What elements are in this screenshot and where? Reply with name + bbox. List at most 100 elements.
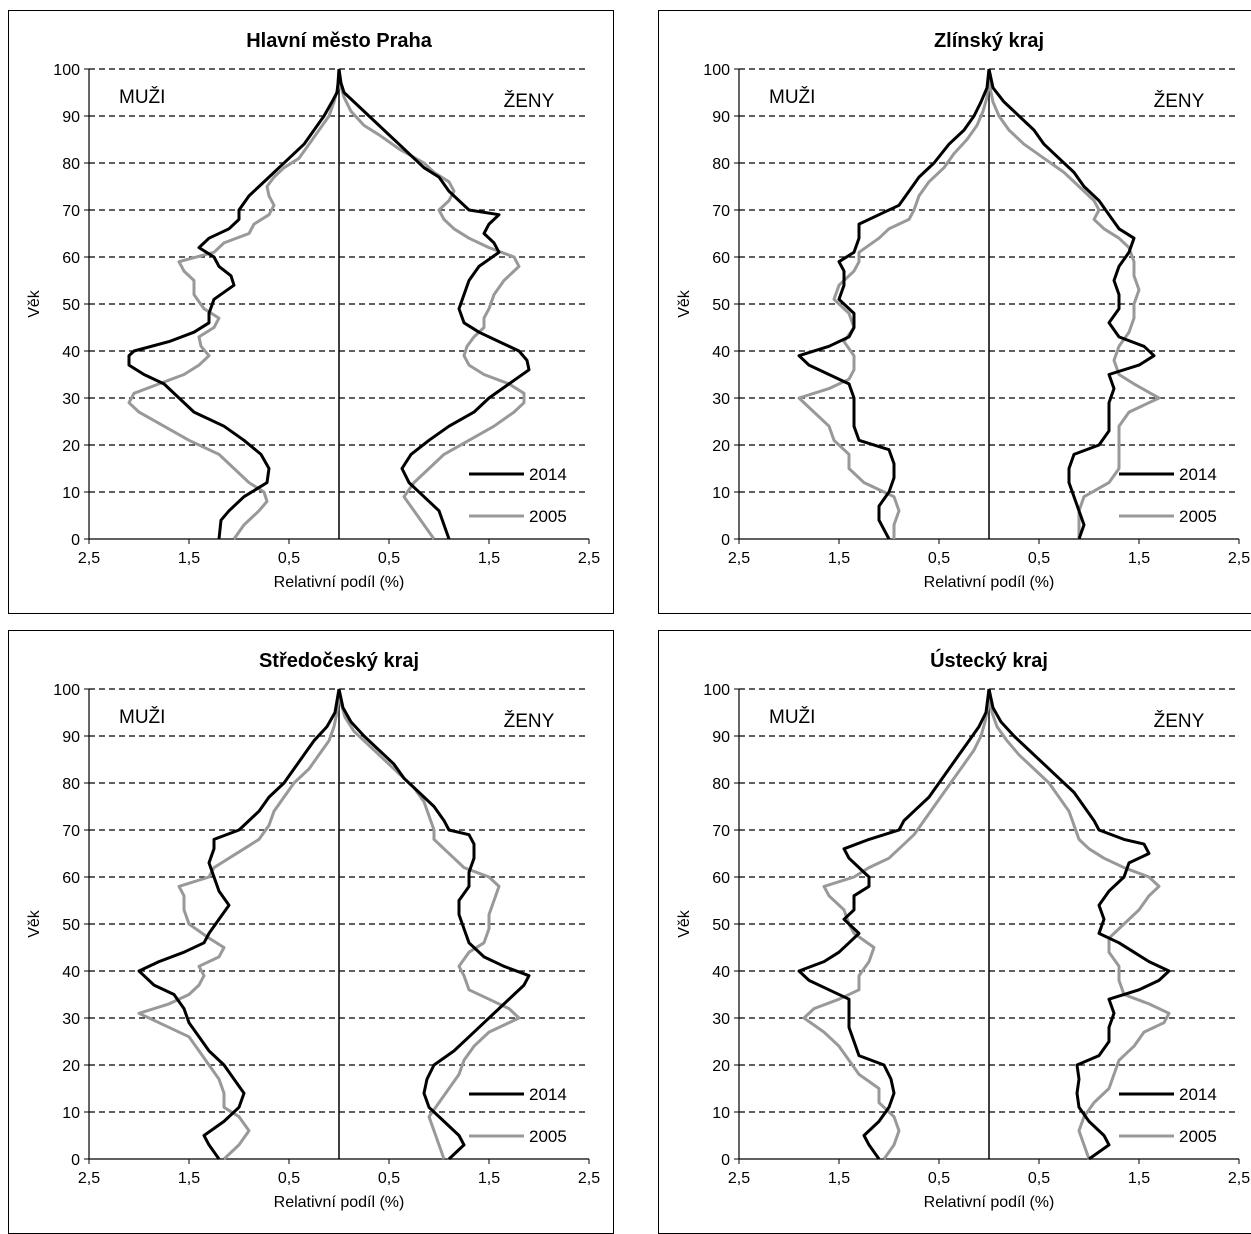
y-tick-label: 40 — [62, 964, 80, 981]
x-tick-label: 0,5 — [378, 550, 400, 567]
chart-title: Hlavní město Praha — [246, 30, 433, 52]
y-tick-label: 100 — [703, 62, 730, 79]
x-tick-label: 1,5 — [1128, 1170, 1150, 1187]
chart-title: Zlínský kraj — [934, 30, 1044, 52]
y-tick-label: 0 — [71, 1152, 80, 1169]
y-tick-label: 10 — [712, 1105, 730, 1122]
series-2005-male-line — [127, 68, 341, 540]
legend-label-2014: 2014 — [1179, 465, 1217, 484]
legend-label-2014: 2014 — [1179, 1085, 1217, 1104]
x-tick-label: 0,5 — [278, 550, 300, 567]
y-tick-label: 60 — [62, 870, 80, 887]
series-2014-female-line — [337, 68, 531, 540]
y-tick-label: 90 — [712, 729, 730, 746]
series-2014-male-line — [797, 688, 991, 1160]
y-tick-label: 10 — [62, 1105, 80, 1122]
y-tick-label: 30 — [62, 1011, 80, 1028]
legend-label-2005: 2005 — [529, 507, 567, 526]
male-side-label: MUŽI — [769, 706, 815, 728]
y-tick-label: 80 — [712, 776, 730, 793]
y-tick-label: 100 — [53, 62, 80, 79]
legend-label-2014: 2014 — [529, 465, 567, 484]
pyramid-chart-stredocesky: Středočeský kraj 0 10 20 30 40 50 60 70 80 90 100 2,… — [26, 650, 600, 1211]
x-axis-label: Relativní podíl (%) — [924, 1194, 1055, 1211]
female-side-label: ŽENY — [1154, 90, 1205, 112]
y-tick-label: 80 — [712, 156, 730, 173]
female-side-label: ŽENY — [504, 90, 555, 112]
y-tick-label: 80 — [62, 776, 80, 793]
x-tick-label: 1,5 — [478, 550, 500, 567]
y-tick-label: 20 — [712, 1058, 730, 1075]
y-tick-label: 100 — [703, 682, 730, 699]
y-tick-label: 50 — [62, 917, 80, 934]
series-2014-male-line — [137, 688, 341, 1160]
x-tick-label: 2,5 — [728, 1170, 750, 1187]
x-tick-label: 1,5 — [178, 1170, 200, 1187]
chart-panel-praha: Hlavní město Praha 0 10 20 30 40 50 60 70 80 90 100… — [8, 10, 614, 614]
series-2014-female-line — [337, 688, 531, 1161]
legend-label-2005: 2005 — [1179, 507, 1217, 526]
y-axis-label: Věk — [26, 909, 43, 938]
x-tick-label: 1,5 — [478, 1170, 500, 1187]
female-side-label: ŽENY — [1154, 710, 1205, 732]
chart-panel-stredocesky: Středočeský kraj 0 10 20 30 40 50 60 70 80 90 100 2,… — [8, 630, 614, 1234]
y-tick-label: 60 — [62, 250, 80, 267]
x-tick-label: 2,5 — [1228, 550, 1250, 567]
y-tick-label: 0 — [721, 532, 730, 549]
series-2014-male-line — [797, 68, 991, 540]
x-tick-label: 0,5 — [1028, 1170, 1050, 1187]
series-2014-female-line — [987, 68, 1156, 540]
x-tick-label: 1,5 — [178, 550, 200, 567]
x-tick-label: 2,5 — [78, 1170, 100, 1187]
y-tick-label: 60 — [712, 870, 730, 887]
x-tick-label: 0,5 — [928, 1170, 950, 1187]
y-tick-label: 60 — [712, 250, 730, 267]
x-tick-label: 1,5 — [1128, 550, 1150, 567]
x-axis-label: Relativní podíl (%) — [274, 574, 405, 591]
series-2005-male-line — [137, 688, 341, 1161]
chart-panel-zlin: Zlínský kraj 0 10 20 30 40 50 60 70 80 90 100 2,5 1,5… — [658, 10, 1251, 614]
y-tick-label: 30 — [712, 1011, 730, 1028]
x-tick-label: 2,5 — [578, 1170, 600, 1187]
pyramid-chart-ustecky: Ústecký kraj 0 10 20 30 40 50 60 70 80 90 100 2,5 1,5… — [676, 648, 1250, 1211]
y-tick-label: 0 — [721, 1152, 730, 1169]
x-tick-label: 2,5 — [578, 550, 600, 567]
x-tick-label: 2,5 — [728, 550, 750, 567]
y-tick-label: 100 — [53, 682, 80, 699]
y-tick-label: 50 — [712, 917, 730, 934]
y-tick-label: 10 — [712, 485, 730, 502]
x-tick-label: 0,5 — [378, 1170, 400, 1187]
y-tick-label: 20 — [712, 438, 730, 455]
y-tick-label: 90 — [712, 109, 730, 126]
x-tick-label: 1,5 — [828, 550, 850, 567]
y-tick-label: 50 — [62, 297, 80, 314]
series-2005-female-line — [337, 68, 526, 540]
x-tick-label: 2,5 — [78, 550, 100, 567]
y-tick-label: 20 — [62, 438, 80, 455]
y-tick-label: 0 — [71, 532, 80, 549]
y-tick-label: 40 — [712, 964, 730, 981]
female-side-label: ŽENY — [504, 710, 555, 732]
x-tick-label: 2,5 — [1228, 1170, 1250, 1187]
series-2014-male-line — [127, 68, 341, 540]
chart-title: Ústecký kraj — [930, 648, 1048, 672]
y-axis-label: Věk — [676, 289, 693, 318]
series-2014-female-line — [987, 688, 1171, 1161]
x-tick-label: 0,5 — [928, 550, 950, 567]
y-tick-label: 90 — [62, 729, 80, 746]
y-tick-label: 10 — [62, 485, 80, 502]
y-tick-label: 20 — [62, 1058, 80, 1075]
pyramid-chart-praha: Hlavní město Praha 0 10 20 30 40 50 60 70 80 90 100… — [26, 30, 600, 591]
chart-title: Středočeský kraj — [259, 650, 419, 672]
male-side-label: MUŽI — [119, 86, 165, 108]
y-axis-label: Věk — [676, 909, 693, 938]
series-2005-female-line — [987, 68, 1161, 539]
y-axis-label: Věk — [26, 289, 43, 318]
x-tick-label: 1,5 — [828, 1170, 850, 1187]
y-tick-label: 40 — [712, 344, 730, 361]
series-2005-female-line — [987, 688, 1171, 1160]
x-tick-label: 0,5 — [1028, 550, 1050, 567]
y-tick-label: 90 — [62, 109, 80, 126]
legend-label-2005: 2005 — [529, 1127, 567, 1146]
x-axis-label: Relativní podíl (%) — [274, 1194, 405, 1211]
